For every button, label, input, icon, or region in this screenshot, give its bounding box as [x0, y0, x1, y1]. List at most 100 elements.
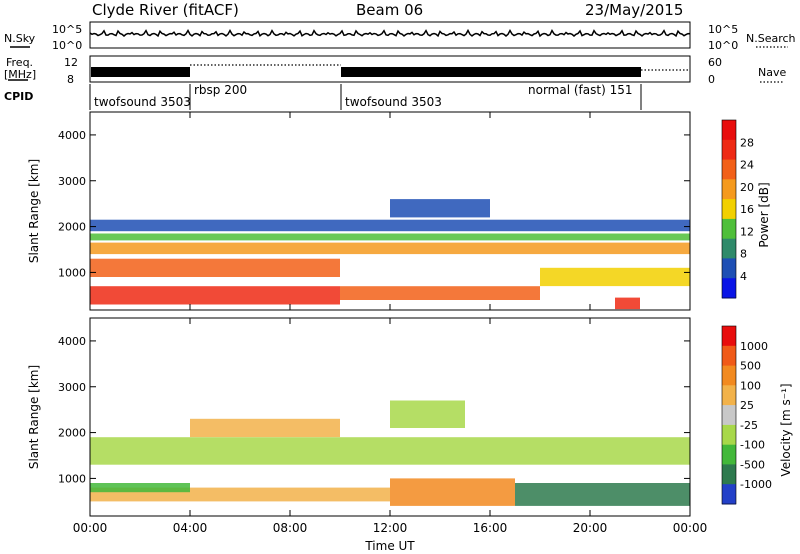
velocity-panel: 1000 2000 3000 4000 00:00 04:00 08:00 12:00 16:… [27, 317, 793, 553]
colorbar-tick-label: 24 [740, 159, 754, 172]
colorbar-swatch [722, 405, 736, 426]
velocity-colorbar-label: Velocity [m s⁻¹] [779, 383, 793, 476]
velocity-x-axis: 00:00 04:00 08:00 12:00 16:00 20:00 00:00 [73, 318, 708, 535]
x-tick-label: 12:00 [373, 521, 408, 535]
nsky-tick-top: 10^5 [52, 23, 82, 36]
freq-bar-1 [91, 67, 190, 77]
colorbar-tick-label: 4 [740, 270, 747, 283]
colorbar-tick-label: 16 [740, 203, 754, 216]
colorbar-tick-label: 100 [740, 379, 761, 392]
cpid-segment-label: rbsp 200 [194, 83, 247, 97]
freq-tick-top: 12 [64, 56, 78, 69]
colorbar-tick-label: 12 [740, 225, 754, 238]
colorbar-swatch [722, 218, 736, 240]
power-band [540, 267, 690, 287]
y-tick-label: 1000 [58, 266, 86, 279]
date-title: 23/May/2015 [585, 1, 683, 19]
nsearch-tick-bottom: 10^0 [708, 39, 738, 52]
power-panel: 1000 2000 3000 4000 Slant Range [km] 4 8 12 16… [27, 111, 771, 311]
freq-tick-bottom: 8 [67, 73, 74, 86]
velocity-band [515, 483, 690, 506]
colorbar-swatch [722, 326, 736, 347]
y-tick-label: 2000 [58, 221, 86, 234]
x-tick-label: 04:00 [173, 521, 208, 535]
cpid-label: CPID [4, 90, 33, 103]
colorbar-tick-label: -100 [740, 439, 765, 452]
colorbar-tick-label: 8 [740, 248, 747, 261]
y-tick-label: 4000 [58, 335, 86, 348]
y-tick-label: 3000 [58, 175, 86, 188]
colorbar-tick-label: 25 [740, 399, 754, 412]
beam-title: Beam 06 [356, 1, 423, 19]
power-band [90, 233, 690, 241]
x-tick-label: 08:00 [273, 521, 308, 535]
colorbar-tick-label: -1000 [740, 478, 772, 491]
colorbar-swatch [722, 464, 736, 485]
freq-frame [89, 55, 691, 83]
colorbar-swatch [722, 139, 736, 161]
freq-panel: Freq. [MHz] 12 8 60 0 Nave [4, 55, 786, 86]
colorbar-tick-label: 20 [740, 181, 754, 194]
velocity-band [390, 478, 515, 506]
colorbar-swatch [722, 385, 736, 406]
nsky-tick-bottom: 10^0 [52, 39, 82, 52]
power-colorbar-label: Power [dB] [757, 182, 771, 247]
velocity-bands [90, 400, 690, 506]
nsearch-label: N.Search [746, 32, 796, 45]
velocity-y-axis: 1000 2000 3000 4000 [58, 335, 690, 485]
colorbar-tick-label: 1000 [740, 340, 768, 353]
power-y-axis: 1000 2000 3000 4000 [58, 129, 690, 279]
power-band [90, 258, 340, 277]
y-tick-label: 3000 [58, 381, 86, 394]
y-tick-label: 2000 [58, 427, 86, 440]
velocity-colorbar: 1000 500 100 25 -25 -100 -500 -1000 [721, 325, 772, 505]
colorbar-swatch [722, 238, 736, 259]
y-tick-label: 1000 [58, 472, 86, 485]
colorbar-tick-label: -25 [740, 419, 758, 432]
cpid-segment-label: twofsound 3503 [94, 95, 191, 109]
freq-bar-2 [341, 67, 641, 77]
y-tick-label: 4000 [58, 129, 86, 142]
power-band [90, 219, 690, 232]
colorbar-swatch [722, 120, 736, 141]
colorbar-swatch [722, 199, 736, 220]
x-axis-label: Time UT [364, 539, 415, 553]
cpid-panel: CPID twofsound 3503 rbsp 200 twofsound 3… [4, 83, 642, 110]
nave-tick-bottom: 0 [708, 73, 715, 86]
freq-label-2: [MHz] [4, 68, 36, 81]
power-band [390, 199, 490, 218]
cpid-segment-label: normal (fast) 151 [528, 83, 632, 97]
colorbar-tick-label: 28 [740, 136, 754, 149]
colorbar-frame [721, 119, 737, 299]
colorbar-swatch [722, 444, 736, 465]
power-colorbar: 4 8 12 16 20 24 28 [721, 119, 754, 299]
nsky-panel: N.Sky 10^5 10^0 10^5 10^0 N.Search [4, 21, 796, 52]
colorbar-tick-label: -500 [740, 458, 765, 471]
x-tick-label: 00:00 [673, 521, 708, 535]
x-tick-label: 00:00 [73, 521, 108, 535]
velocity-band [390, 400, 465, 428]
nsky-label: N.Sky [4, 32, 36, 45]
power-x-ticks [89, 112, 691, 310]
velocity-ylabel: Slant Range [km] [27, 365, 41, 469]
colorbar-swatch [722, 179, 736, 200]
nsearch-tick-top: 10^5 [708, 23, 738, 36]
colorbar-swatch [722, 424, 736, 446]
power-band [90, 242, 690, 255]
power-band [340, 286, 540, 300]
nave-label: Nave [758, 66, 786, 79]
cpid-segment-label: twofsound 3503 [345, 95, 442, 109]
velocity-band [90, 483, 190, 493]
power-band [615, 297, 640, 310]
nsky-frame [89, 21, 691, 49]
colorbar-swatch [722, 365, 736, 386]
power-ylabel: Slant Range [km] [27, 159, 41, 263]
nave-tick-top: 60 [708, 56, 722, 69]
x-tick-label: 16:00 [473, 521, 508, 535]
colorbar-swatch [722, 345, 736, 367]
velocity-band [90, 437, 690, 465]
x-tick-label: 20:00 [573, 521, 608, 535]
velocity-band [190, 418, 340, 438]
colorbar-swatch [722, 484, 736, 505]
